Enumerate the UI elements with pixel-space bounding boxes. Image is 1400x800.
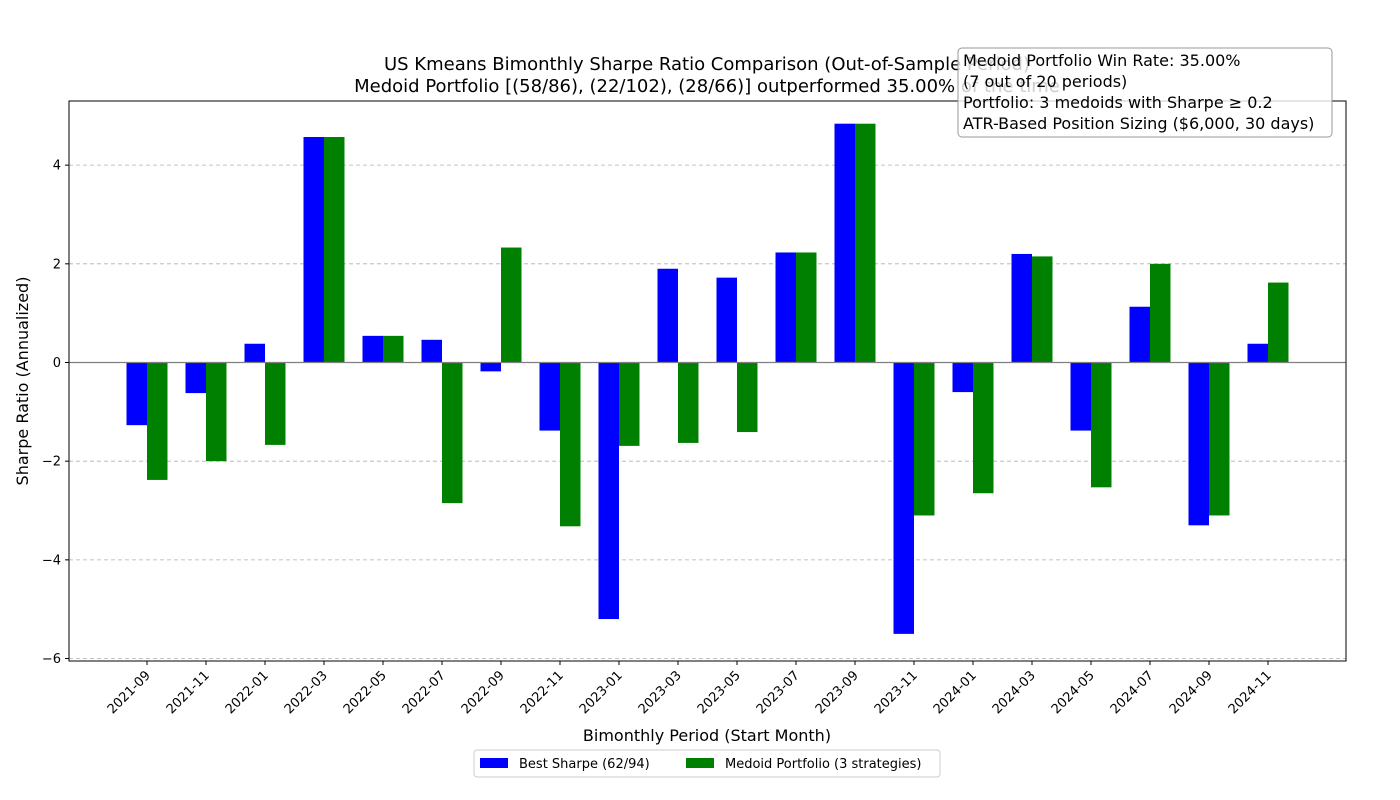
- x-tick-label: 2024-09: [1167, 668, 1216, 717]
- y-tick-label: 4: [53, 159, 61, 174]
- bar-best-sharpe-2023-09: [834, 123, 855, 363]
- x-tick-label: 2022-07: [400, 668, 449, 717]
- bar-medoid-portfolio-2022-05: [383, 335, 404, 363]
- bar-best-sharpe-2022-09: [480, 362, 501, 372]
- annotation-line-2: (7 out of 20 periods): [963, 72, 1127, 91]
- bar-best-sharpe-2024-09: [1188, 362, 1209, 526]
- bar-medoid-portfolio-2023-05: [737, 362, 758, 433]
- x-tick-label: 2023-09: [813, 668, 862, 717]
- x-tick-label: 2023-05: [695, 668, 744, 717]
- y-tick-label: 2: [53, 257, 61, 272]
- x-tick-label: 2024-01: [931, 668, 980, 717]
- y-axis-label: Sharpe Ratio (Annualized): [13, 277, 32, 486]
- bar-best-sharpe-2021-11: [185, 362, 206, 394]
- x-tick-label: 2022-09: [459, 668, 508, 717]
- y-tick-label: −6: [42, 652, 61, 667]
- annotation-line-4: ATR-Based Position Sizing ($6,000, 30 da…: [963, 114, 1314, 133]
- bar-best-sharpe-2023-05: [716, 277, 737, 363]
- bar-best-sharpe-2022-05: [362, 335, 383, 363]
- y-tick-label: −2: [42, 455, 61, 470]
- x-tick-label: 2024-07: [1108, 668, 1157, 717]
- chart-title-line1: US Kmeans Bimonthly Sharpe Ratio Compari…: [384, 54, 1030, 75]
- bar-best-sharpe-2024-07: [1129, 306, 1150, 363]
- legend-swatch-best-sharpe: [480, 758, 508, 768]
- x-tick-label: 2024-05: [1049, 668, 1098, 717]
- bar-best-sharpe-2023-03: [657, 268, 678, 363]
- x-tick-label: 2022-05: [341, 668, 390, 717]
- bar-medoid-portfolio-2021-11: [206, 362, 227, 462]
- x-tick-label: 2024-03: [990, 668, 1039, 717]
- grid-lines: [69, 164, 1346, 659]
- bar-medoid-portfolio-2022-11: [560, 362, 581, 527]
- bar-medoid-portfolio-2024-05: [1091, 362, 1112, 488]
- x-tick-label: 2022-01: [223, 668, 272, 717]
- y-axis-ticks: −6 −4 −2 0 2 4: [42, 159, 69, 667]
- x-tick-label: 2023-11: [872, 668, 921, 717]
- annotation-box: Medoid Portfolio Win Rate: 35.00% (7 out…: [957, 47, 1333, 138]
- x-tick-label: 2023-01: [577, 668, 626, 717]
- y-tick-label: −4: [42, 553, 61, 568]
- bar-medoid-portfolio-2024-09: [1209, 362, 1230, 516]
- annotation-line-3: Portfolio: 3 medoids with Sharpe ≥ 0.2: [963, 93, 1273, 112]
- x-tick-label: 2022-11: [518, 668, 567, 717]
- bar-best-sharpe-2022-01: [244, 343, 265, 363]
- y-tick-label: 0: [53, 356, 61, 371]
- bars: [126, 123, 1289, 634]
- bar-best-sharpe-2021-09: [126, 362, 147, 426]
- bar-medoid-portfolio-2022-03: [324, 137, 345, 363]
- annotation-line-1: Medoid Portfolio Win Rate: 35.00%: [963, 51, 1241, 70]
- bar-best-sharpe-2024-03: [1011, 253, 1032, 363]
- x-axis-ticks: 2021-09 2021-11 2022-01 2022-03 2022-05 2022-…: [105, 661, 1275, 717]
- bar-best-sharpe-2023-01: [598, 362, 619, 620]
- x-tick-label: 2022-03: [282, 668, 331, 717]
- bar-medoid-portfolio-2023-07: [796, 252, 817, 363]
- legend-swatch-medoid-portfolio: [686, 758, 714, 768]
- legend-label-medoid-portfolio: Medoid Portfolio (3 strategies): [725, 757, 922, 772]
- bar-medoid-portfolio-2021-09: [147, 362, 168, 480]
- bar-best-sharpe-2023-11: [893, 362, 914, 634]
- x-tick-label: 2024-11: [1226, 668, 1275, 717]
- x-axis-label: Bimonthly Period (Start Month): [583, 726, 831, 745]
- bar-medoid-portfolio-2022-07: [442, 362, 463, 504]
- bar-best-sharpe-2023-07: [775, 252, 796, 363]
- bar-best-sharpe-2022-11: [539, 362, 560, 431]
- bar-medoid-portfolio-2023-01: [619, 362, 640, 446]
- bar-medoid-portfolio-2024-01: [973, 362, 994, 494]
- bar-medoid-portfolio-2022-01: [265, 362, 286, 445]
- legend: Best Sharpe (62/94) Medoid Portfolio (3 …: [473, 749, 941, 778]
- bar-best-sharpe-2024-05: [1070, 362, 1091, 431]
- bar-best-sharpe-2022-07: [421, 339, 442, 363]
- bar-best-sharpe-2024-01: [952, 362, 973, 393]
- bar-best-sharpe-2024-11: [1247, 343, 1268, 363]
- bar-medoid-portfolio-2023-11: [914, 362, 935, 516]
- annotation-background: [957, 47, 1333, 138]
- chart-title-line2: Medoid Portfolio [(58/86), (22/102), (28…: [354, 76, 1060, 97]
- bar-medoid-portfolio-2024-03: [1032, 256, 1053, 363]
- x-tick-label: 2023-07: [754, 668, 803, 717]
- legend-label-best-sharpe: Best Sharpe (62/94): [519, 757, 650, 772]
- bar-medoid-portfolio-2023-09: [855, 123, 876, 363]
- bar-medoid-portfolio-2024-11: [1268, 282, 1289, 363]
- bar-medoid-portfolio-2023-03: [678, 362, 699, 443]
- bar-best-sharpe-2022-03: [303, 137, 324, 363]
- x-tick-label: 2021-09: [105, 668, 154, 717]
- bar-medoid-portfolio-2022-09: [501, 247, 522, 363]
- bar-medoid-portfolio-2024-07: [1150, 263, 1171, 363]
- plot-frame: [68, 100, 1347, 662]
- x-tick-label: 2023-03: [636, 668, 685, 717]
- x-tick-label: 2021-11: [164, 668, 213, 717]
